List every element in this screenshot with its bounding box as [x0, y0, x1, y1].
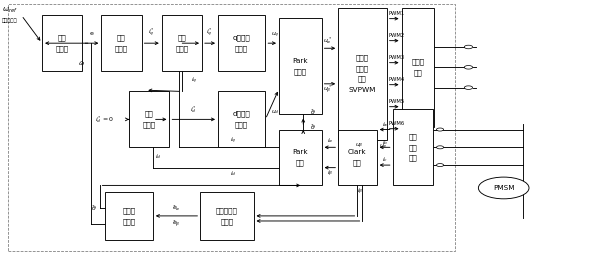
- Text: $i_b$: $i_b$: [381, 138, 388, 147]
- Bar: [279, 130, 321, 185]
- Text: $i_d^*$: $i_d^*$: [190, 104, 197, 115]
- Circle shape: [465, 86, 473, 89]
- Text: $u_q$: $u_q$: [271, 31, 280, 40]
- Text: $i_d^*=0$: $i_d^*=0$: [95, 114, 115, 125]
- Text: $i_\beta$: $i_\beta$: [357, 187, 364, 197]
- Text: 比较器: 比较器: [56, 45, 69, 52]
- Text: PWM5: PWM5: [388, 99, 405, 104]
- Text: $i_a$: $i_a$: [382, 120, 388, 129]
- Bar: [102, 15, 141, 71]
- Text: $\hat{\theta}$: $\hat{\theta}$: [310, 122, 316, 132]
- Text: $i_q^*$: $i_q^*$: [207, 27, 213, 39]
- Text: 模块: 模块: [409, 155, 417, 161]
- Text: 调制: 调制: [358, 76, 367, 82]
- Text: 变换: 变换: [353, 160, 362, 166]
- Text: e: e: [90, 30, 94, 36]
- Text: d轴电流: d轴电流: [233, 111, 251, 117]
- Text: PMSM: PMSM: [493, 185, 514, 191]
- Bar: [162, 15, 202, 71]
- Text: 速度给定值: 速度给定值: [2, 18, 17, 23]
- Text: $i_q$: $i_q$: [230, 136, 236, 146]
- Text: Park: Park: [292, 58, 308, 64]
- Text: $i_\alpha$: $i_\alpha$: [327, 136, 333, 146]
- Text: 第三: 第三: [145, 111, 154, 117]
- Text: 锁相环: 锁相环: [122, 218, 135, 225]
- Bar: [338, 130, 377, 185]
- Text: $\hat{\theta}$: $\hat{\theta}$: [310, 107, 316, 117]
- Text: $\hat{e}_\beta$: $\hat{e}_\beta$: [172, 218, 181, 229]
- Text: $i_d$: $i_d$: [155, 152, 162, 161]
- Bar: [402, 8, 434, 127]
- Text: $u_\alpha^*$: $u_\alpha^*$: [323, 35, 332, 46]
- Bar: [279, 18, 321, 114]
- Text: $u_\beta$: $u_\beta$: [355, 141, 364, 151]
- Bar: [338, 8, 387, 140]
- Text: 观测器: 观测器: [220, 218, 233, 225]
- Text: 分数阶滑模: 分数阶滑模: [216, 207, 238, 214]
- Text: PWM6: PWM6: [388, 121, 405, 126]
- Text: SVPWM: SVPWM: [349, 87, 376, 93]
- Circle shape: [465, 45, 473, 49]
- Text: 变器: 变器: [413, 69, 422, 76]
- Text: $u_\alpha$: $u_\alpha$: [379, 142, 388, 150]
- Text: PWM2: PWM2: [388, 33, 405, 38]
- Text: $\hat{\theta}$: $\hat{\theta}$: [91, 203, 97, 213]
- Text: 第一: 第一: [58, 35, 67, 41]
- Bar: [8, 4, 455, 251]
- Text: $i_c$: $i_c$: [382, 155, 388, 165]
- Text: 控制器: 控制器: [235, 45, 248, 52]
- Text: $u_\beta^*$: $u_\beta^*$: [323, 84, 332, 96]
- Bar: [106, 192, 153, 240]
- Text: $\hat{e}_\alpha$: $\hat{e}_\alpha$: [172, 203, 181, 213]
- Text: 空间矢: 空间矢: [356, 54, 369, 61]
- Bar: [42, 15, 83, 71]
- Text: 第二: 第二: [178, 35, 187, 41]
- Text: Park: Park: [292, 149, 308, 155]
- Circle shape: [478, 177, 529, 199]
- Circle shape: [437, 164, 444, 167]
- Text: 量脉宽: 量脉宽: [356, 65, 369, 72]
- Text: $i_q^*$: $i_q^*$: [148, 27, 155, 39]
- Text: PWM4: PWM4: [388, 76, 405, 82]
- Text: 比较器: 比较器: [175, 45, 188, 52]
- Text: 比较器: 比较器: [143, 121, 156, 128]
- Bar: [200, 192, 254, 240]
- Text: $u_d$: $u_d$: [271, 108, 280, 116]
- Text: 控制器: 控制器: [235, 121, 248, 128]
- Text: Clark: Clark: [348, 149, 366, 155]
- Text: 分数阶: 分数阶: [122, 207, 135, 214]
- Bar: [393, 109, 433, 185]
- Circle shape: [465, 66, 473, 69]
- Bar: [218, 91, 266, 147]
- Circle shape: [437, 146, 444, 149]
- Text: 逆变换: 逆变换: [293, 68, 307, 75]
- Text: 变换: 变换: [296, 160, 305, 166]
- Text: 三相逆: 三相逆: [411, 59, 424, 65]
- Circle shape: [437, 128, 444, 131]
- Text: PWM1: PWM1: [388, 10, 405, 15]
- Bar: [129, 91, 169, 147]
- Text: 电流: 电流: [409, 133, 417, 140]
- Text: $i_d$: $i_d$: [229, 169, 236, 179]
- Text: $i_q$: $i_q$: [191, 76, 197, 86]
- Text: 调节器: 调节器: [115, 45, 128, 52]
- Text: 采集: 采集: [409, 144, 417, 151]
- Text: $\omega_{ref}$: $\omega_{ref}$: [2, 6, 17, 15]
- Text: $\hat{\omega}$: $\hat{\omega}$: [78, 59, 85, 68]
- Text: PWM3: PWM3: [388, 55, 405, 60]
- Bar: [218, 15, 266, 71]
- Text: 转速: 转速: [117, 35, 126, 41]
- Text: q轴电流: q轴电流: [233, 35, 251, 41]
- Text: $i_\beta$: $i_\beta$: [327, 169, 333, 179]
